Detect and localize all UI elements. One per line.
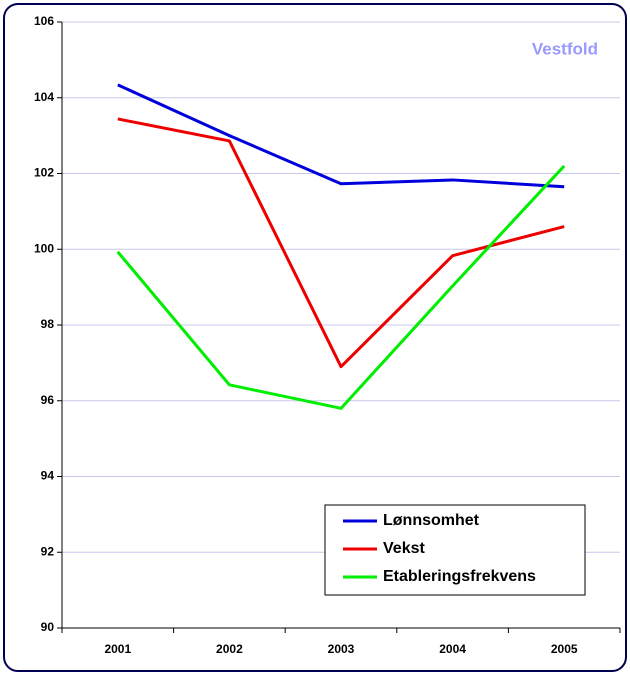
x-tick-label: 2004 bbox=[439, 642, 466, 656]
chart-border bbox=[3, 3, 627, 672]
y-tick-label: 92 bbox=[41, 544, 55, 558]
line-series bbox=[117, 83, 565, 189]
y-tick-label: 102 bbox=[34, 166, 54, 180]
y-tick-label: 94 bbox=[41, 469, 55, 483]
x-tick-label: 2001 bbox=[104, 642, 131, 656]
y-tick-label: 104 bbox=[34, 90, 54, 104]
legend-label: Vekst bbox=[383, 540, 425, 557]
y-tick-label: 100 bbox=[34, 241, 54, 255]
x-tick-label: 2005 bbox=[551, 642, 578, 656]
x-tick-label: 2003 bbox=[328, 642, 355, 656]
legend-label: Lønnsomhet bbox=[383, 512, 480, 529]
y-tick-label: 98 bbox=[41, 317, 55, 331]
y-tick-label: 106 bbox=[34, 14, 54, 28]
legend-label: Etableringsfrekvens bbox=[383, 568, 536, 585]
line-series bbox=[116, 164, 566, 410]
chart-title: Vestfold bbox=[532, 39, 598, 58]
y-tick-label: 90 bbox=[41, 620, 55, 634]
x-tick-label: 2002 bbox=[216, 642, 243, 656]
y-tick-label: 96 bbox=[41, 393, 55, 407]
